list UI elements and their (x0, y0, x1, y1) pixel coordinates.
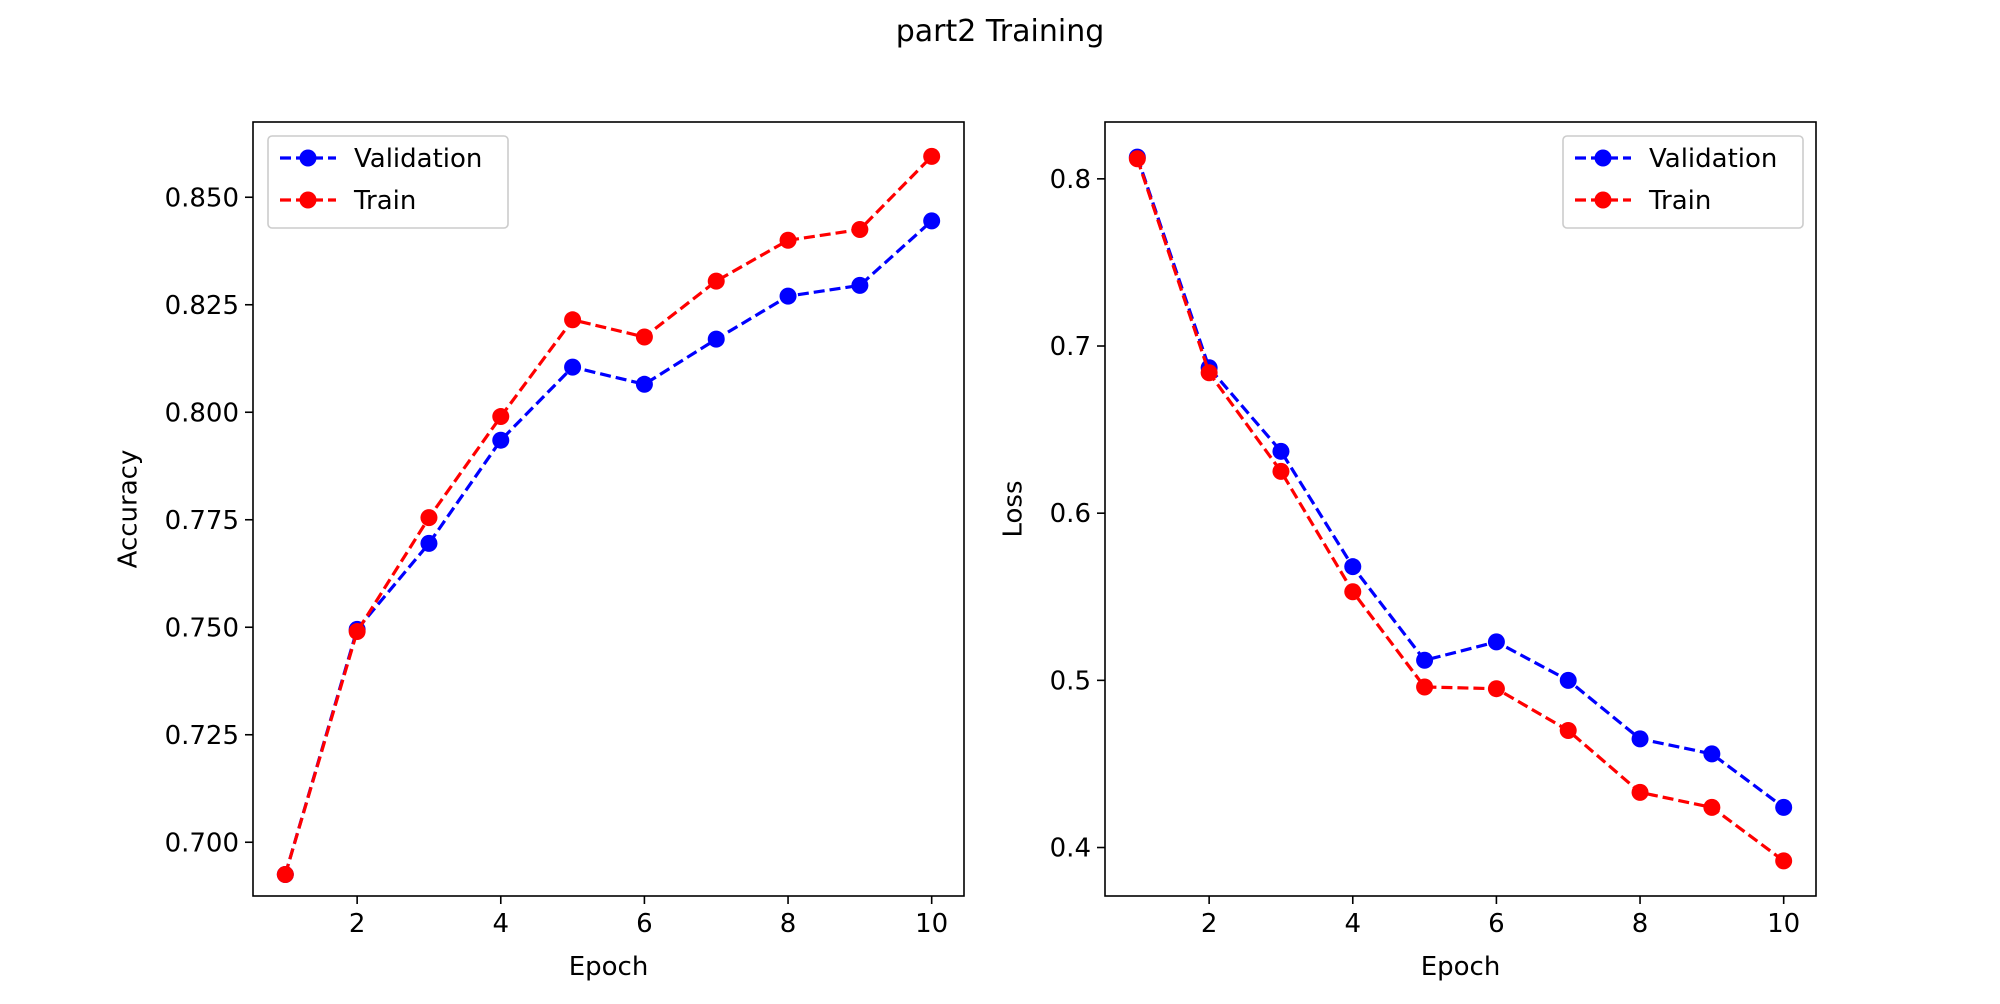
panel-2-y-tick-label: 0.4 (1050, 834, 1091, 864)
panel-2-series-validation-point (1416, 651, 1434, 669)
panel-2-x-tick-label: 2 (1201, 909, 1218, 939)
panel-1-series-validation-point (564, 358, 582, 376)
panel-1-series-validation-point (707, 330, 725, 348)
figure-title: part2 Training (895, 14, 1105, 49)
panel-2-y-tick-label: 0.6 (1050, 499, 1091, 529)
panel-1-y-tick-label: 0.800 (165, 398, 239, 428)
panel-2-series-train-point (1487, 680, 1505, 698)
panel-2-series-train-point (1559, 722, 1577, 740)
panel-1-series-validation-point (635, 375, 653, 393)
panel-2-series-train-point (1344, 583, 1362, 601)
panel-2-y-tick-label: 0.8 (1050, 165, 1091, 195)
panel-1-y-tick-label: 0.700 (165, 828, 239, 858)
panel-2-legend-label-validation: Validation (1649, 144, 1777, 174)
panel-2-series-validation-point (1344, 558, 1362, 576)
panel-1-series-validation-point (420, 534, 438, 552)
panel-1-series-validation-point (851, 276, 869, 294)
panel-1-series-train-point (276, 866, 294, 883)
panel-2-series-train-point (1775, 852, 1793, 870)
panel-2-series-validation-point (1775, 798, 1793, 816)
panel-1-x-tick-label: 6 (636, 909, 653, 939)
panel-2: 2 4 6 8 10 0.4 0.5 0.6 0.7 0.8 Epoch Loss Validation… (999, 121, 1817, 982)
panel-2-x-tick-label: 6 (1488, 909, 1505, 939)
panel-2-series-train-point (1631, 783, 1649, 801)
panel-2-y-tick-label: 0.5 (1050, 666, 1091, 696)
panel-1-series-train-point (420, 509, 438, 527)
panel-2-legend: Validation Train (1562, 135, 1804, 229)
panel-1-legend-label-validation: Validation (354, 144, 482, 174)
panel-1-y-tick-label: 0.775 (165, 506, 239, 536)
panel-2-series-train-point (1128, 150, 1146, 168)
panel-1-series-train-point (564, 311, 582, 329)
panel-1-legend-marker-validation (299, 149, 317, 167)
panel-1-series-train-line (283, 155, 933, 875)
panel-1-legend-label-train: Train (353, 186, 416, 216)
panel-1-series-train-point (492, 408, 510, 426)
panel-1-series-train-point (923, 147, 941, 165)
panel-1-x-tick-label: 8 (780, 909, 797, 939)
panel-2-x-tick-label: 8 (1632, 909, 1649, 939)
panel-1-series-train-point (851, 221, 869, 238)
panel-2-x-axis-label: Epoch (1421, 952, 1501, 982)
panel-1-series-validation-point (923, 212, 941, 230)
panel-1-series-train-point (348, 623, 366, 641)
panel-2-series-validation-line (1135, 156, 1785, 809)
panel-2-series-validation-point (1559, 671, 1577, 689)
panel-2-axes-frame (1104, 121, 1817, 897)
panel-2-series-validation-point (1272, 442, 1290, 460)
panel-2-series-train-point (1272, 462, 1290, 480)
panel-1-y-axis-label: Accuracy (114, 450, 144, 569)
panel-2-y-axis-label: Loss (999, 480, 1029, 537)
panel-1-legend: Validation Train (267, 135, 509, 229)
panel-1-y-tick-label: 0.750 (165, 613, 239, 643)
panel-1: 2 4 6 8 10 0.700 0.725 0.750 0.775 0.800 0.825 0.85… (114, 121, 965, 982)
panel-2-series-validation-point (1631, 730, 1649, 748)
panel-1-x-axis-label: Epoch (569, 952, 649, 982)
panel-2-y-tick-label: 0.7 (1050, 332, 1091, 362)
panel-1-series-validation-point (492, 431, 510, 449)
panel-1-series-train-point (635, 328, 653, 346)
panel-2-series-train-point (1703, 798, 1721, 816)
panel-2-series-train-line (1135, 158, 1785, 863)
panel-2-series-train-point (1416, 678, 1434, 696)
panel-1-legend-marker-train (299, 191, 317, 209)
panel-2-series-validation-point (1487, 633, 1505, 651)
panel-2-x-tick-label: 10 (1767, 909, 1800, 939)
panel-2-legend-label-train: Train (1648, 186, 1711, 216)
panel-1-series-train-point (779, 231, 797, 249)
panel-1-y-tick-label: 0.850 (165, 183, 239, 213)
panel-2-x-tick-label: 4 (1344, 909, 1361, 939)
panel-1-series-validation-line (283, 219, 933, 875)
panel-1-x-tick-label: 2 (349, 909, 366, 939)
panel-1-x-tick-label: 4 (492, 909, 509, 939)
panel-2-legend-marker-train (1594, 191, 1612, 209)
panel-1-x-tick-label: 10 (915, 909, 948, 939)
panel-1-y-tick-label: 0.725 (165, 721, 239, 751)
panel-2-legend-marker-validation (1594, 149, 1612, 167)
panel-2-series-validation-point (1703, 745, 1721, 763)
panel-1-series-train-point (707, 272, 725, 290)
panel-2-series-train-point (1200, 364, 1218, 382)
panel-1-series-validation-point (779, 287, 797, 305)
panel-1-y-tick-label: 0.825 (165, 291, 239, 321)
panel-1-axes-frame (252, 121, 965, 897)
